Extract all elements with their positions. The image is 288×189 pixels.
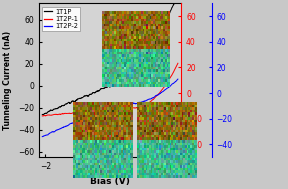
1T2P-1 [41,115,44,117]
1T1P [149,50,152,52]
Line: 1T1P: 1T1P [42,0,178,115]
1T2P-2 [95,112,99,115]
1T2P-1 [54,113,58,115]
1T2P-1 [134,107,137,109]
1T1P [54,108,58,110]
1T2P-1 [146,102,150,104]
Line: 1T2P-2: 1T2P-2 [42,79,178,137]
1T2P-2 [41,136,44,138]
1T1P [95,90,99,92]
1T1P [146,54,150,56]
1T2P-2 [176,78,180,80]
Y-axis label: Tunneling Current (nA): Tunneling Current (nA) [3,31,12,130]
1T2P-1 [41,115,44,117]
1T2P-1 [101,110,104,112]
1T2P-2 [146,98,150,101]
1T2P-1 [149,100,152,103]
1T2P-2 [54,129,58,131]
1T1P [41,114,44,116]
1T1P [134,69,137,71]
1T2P-2 [100,111,104,113]
Legend: 1T1P, 1T2P-1, 1T2P-2: 1T1P, 1T2P-1, 1T2P-2 [42,7,80,32]
1T2P-2 [134,103,137,105]
1T2P-2 [149,98,152,100]
1T2P-1 [96,110,99,112]
Line: 1T2P-1: 1T2P-1 [42,63,178,116]
1T2P-1 [176,62,180,64]
X-axis label: Bias (V): Bias (V) [90,177,130,186]
1T1P [100,88,104,90]
